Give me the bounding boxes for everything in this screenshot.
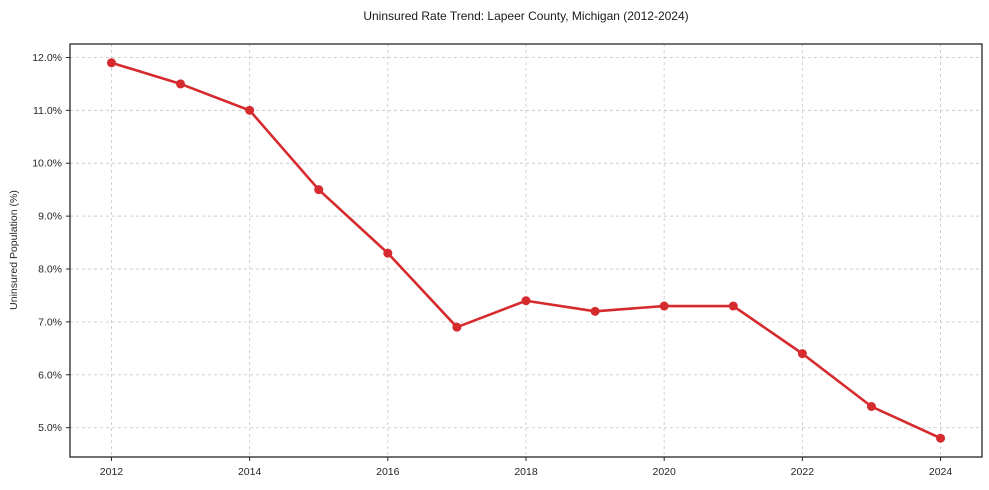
- y-tick-label: 11.0%: [33, 105, 62, 117]
- data-point: [797, 349, 807, 359]
- data-point: [659, 301, 669, 311]
- y-tick-label: 8.0%: [38, 264, 62, 276]
- y-tick-label: 12.0%: [32, 52, 62, 64]
- data-point: [728, 301, 738, 311]
- x-tick-label: 2022: [791, 466, 815, 478]
- x-tick-label: 2014: [238, 466, 262, 478]
- data-point: [866, 401, 876, 411]
- data-point: [383, 248, 393, 258]
- data-point: [176, 79, 186, 89]
- data-point: [521, 296, 531, 306]
- plot-frame: [69, 43, 983, 458]
- y-tick-label: 7.0%: [38, 316, 62, 328]
- data-point: [936, 433, 946, 443]
- data-point: [106, 58, 116, 68]
- data-point: [245, 105, 255, 115]
- x-tick-label: 2012: [100, 466, 124, 478]
- y-tick-label: 9.0%: [38, 211, 62, 223]
- chart-title: Uninsured Rate Trend: Lapeer County, Mic…: [363, 9, 689, 23]
- y-tick-label: 5.0%: [38, 422, 62, 434]
- x-tick-label: 2020: [653, 466, 677, 478]
- y-tick-label: 10.0%: [32, 158, 62, 170]
- data-point: [314, 185, 324, 195]
- data-point: [590, 306, 600, 316]
- x-tick-label: 2024: [929, 466, 953, 478]
- y-tick-label: 6.0%: [38, 369, 62, 381]
- x-tick-label: 2016: [376, 466, 400, 478]
- data-point: [452, 322, 462, 332]
- x-tick-label: 2018: [514, 466, 538, 478]
